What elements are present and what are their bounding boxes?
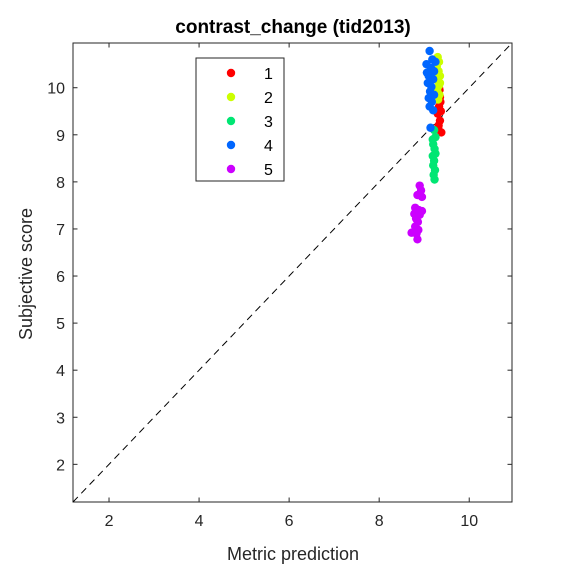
data-point [417,192,427,202]
y-tick-label: 5 [56,316,65,333]
axis-ticks: 2 4 6 8 10 2 3 4 5 6 7 8 9 10 [47,43,512,530]
data-point [425,46,434,56]
y-tick-label: 8 [56,175,65,192]
data-point [428,135,437,144]
legend-label: 2 [264,90,273,107]
series-5 [407,181,427,244]
series-2 [432,52,445,104]
x-tick-label: 6 [285,513,294,530]
series-4 [422,46,440,132]
y-tick-label: 7 [56,222,65,239]
data-point [426,123,435,132]
series-3 [428,125,440,184]
y-tick-label: 6 [56,269,65,286]
x-tick-label: 8 [375,513,384,530]
legend-marker [226,68,236,78]
x-tick-label: 4 [195,513,204,530]
y-tick-label: 10 [47,81,65,98]
y-tick-label: 4 [56,363,65,380]
plot-area: 2 4 6 8 10 2 3 4 5 6 7 8 9 10 [47,42,513,530]
y-axis-label: Subjective score [16,208,36,340]
y-tick-label: 2 [56,457,65,474]
data-point [429,67,439,76]
data-point [436,107,446,116]
legend-label: 5 [264,162,273,179]
legend-label: 3 [264,114,273,131]
data-points [407,46,446,244]
x-tick-label: 10 [460,513,478,530]
legend-marker [226,116,236,126]
chart-title: contrast_change (tid2013) [175,17,410,38]
data-point [430,175,439,184]
data-point [435,78,445,88]
data-point [422,68,432,77]
x-axis-label: Metric prediction [227,544,359,564]
legend-label: 4 [264,138,273,155]
legend-items: 1 2 3 4 5 [226,66,273,179]
y-tick-label: 3 [56,410,65,427]
data-point [431,57,440,67]
data-point [429,106,438,115]
legend-marker [226,92,236,102]
legend-label: 1 [264,66,273,83]
legend-marker [226,140,236,150]
legend: 1 2 3 4 5 [195,57,285,182]
legend-box [195,57,285,182]
data-point [431,149,440,158]
x-tick-label: 2 [105,513,114,530]
legend-marker [226,164,236,174]
data-point [435,116,445,125]
data-point [413,235,422,244]
y-tick-label: 9 [56,128,65,145]
